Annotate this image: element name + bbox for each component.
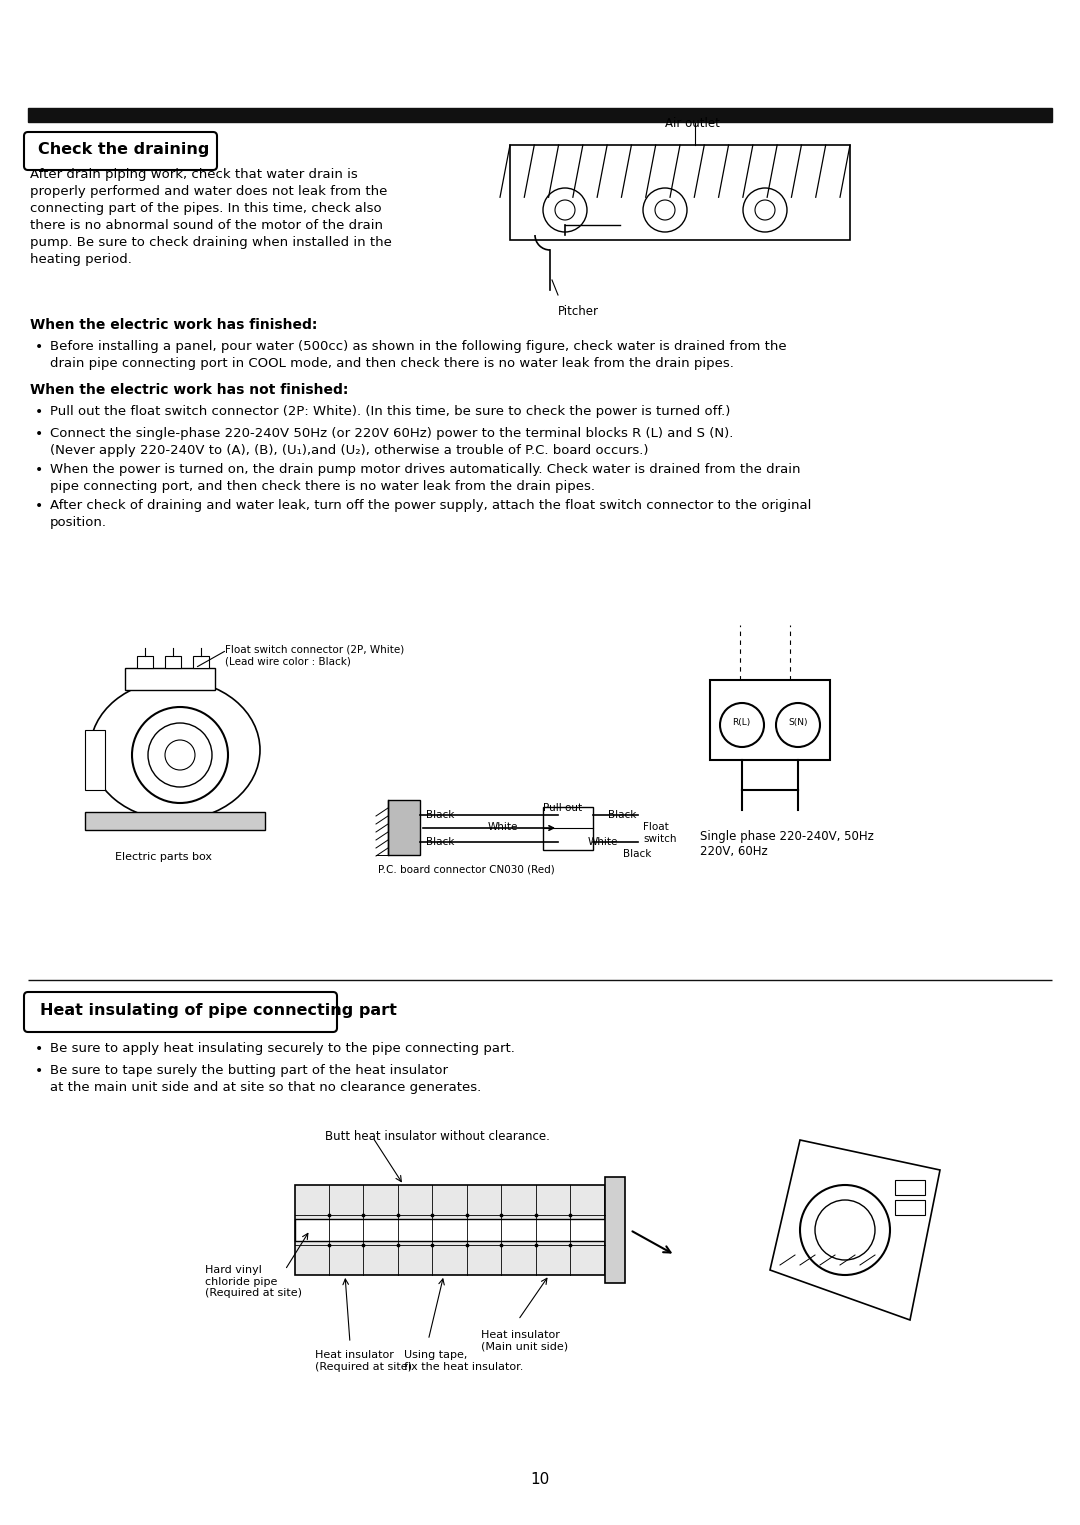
Text: •: • bbox=[35, 1064, 43, 1078]
Text: Pitcher: Pitcher bbox=[558, 305, 599, 319]
Text: •: • bbox=[35, 340, 43, 354]
Text: there is no abnormal sound of the motor of the drain: there is no abnormal sound of the motor … bbox=[30, 220, 383, 232]
Bar bbox=[193, 656, 210, 668]
Text: Check the draining: Check the draining bbox=[38, 142, 210, 157]
Bar bbox=[125, 668, 215, 689]
Text: White: White bbox=[588, 837, 619, 846]
Text: Pull out the float switch connector (2P: White). (In this time, be sure to check: Pull out the float switch connector (2P:… bbox=[50, 406, 730, 418]
Text: Electric parts box: Electric parts box bbox=[114, 852, 212, 862]
Text: R(L): R(L) bbox=[732, 717, 751, 726]
Text: Air outlet: Air outlet bbox=[665, 117, 720, 130]
Text: Be sure to apply heat insulating securely to the pipe connecting part.: Be sure to apply heat insulating securel… bbox=[50, 1042, 515, 1055]
Text: Float
switch: Float switch bbox=[643, 822, 676, 843]
Text: heating period.: heating period. bbox=[30, 253, 132, 265]
Bar bbox=[605, 1177, 625, 1283]
Bar bbox=[295, 1185, 605, 1275]
Bar bbox=[295, 1218, 605, 1241]
Polygon shape bbox=[770, 1141, 940, 1321]
Text: Hard vinyl
chloride pipe
(Required at site): Hard vinyl chloride pipe (Required at si… bbox=[205, 1266, 302, 1298]
Text: Butt heat insulator without clearance.: Butt heat insulator without clearance. bbox=[325, 1130, 550, 1144]
FancyBboxPatch shape bbox=[24, 991, 337, 1032]
Text: connecting part of the pipes. In this time, check also: connecting part of the pipes. In this ti… bbox=[30, 201, 381, 215]
Text: Heat insulating of pipe connecting part: Heat insulating of pipe connecting part bbox=[40, 1003, 396, 1019]
Bar bbox=[510, 145, 850, 239]
Text: Pull out: Pull out bbox=[543, 804, 582, 813]
Bar bbox=[388, 801, 420, 856]
Bar bbox=[28, 108, 1052, 122]
Bar bbox=[710, 680, 831, 759]
Text: When the power is turned on, the drain pump motor drives automatically. Check wa: When the power is turned on, the drain p… bbox=[50, 464, 800, 476]
Text: Before installing a panel, pour water (500cc) as shown in the following figure, : Before installing a panel, pour water (5… bbox=[50, 340, 786, 352]
Text: •: • bbox=[35, 1042, 43, 1055]
Text: Black: Black bbox=[608, 810, 636, 820]
Bar bbox=[165, 656, 181, 668]
Text: Be sure to tape surely the butting part of the heat insulator: Be sure to tape surely the butting part … bbox=[50, 1064, 448, 1077]
Text: P.C. board connector CN030 (Red): P.C. board connector CN030 (Red) bbox=[378, 865, 555, 875]
Text: position.: position. bbox=[50, 515, 107, 529]
Bar bbox=[543, 807, 593, 849]
Text: After drain piping work, check that water drain is: After drain piping work, check that wate… bbox=[30, 168, 357, 181]
Text: Float switch connector (2P, White)
(Lead wire color : Black): Float switch connector (2P, White) (Lead… bbox=[225, 645, 404, 666]
Text: •: • bbox=[35, 427, 43, 441]
Text: Black: Black bbox=[426, 810, 455, 820]
Text: •: • bbox=[35, 464, 43, 477]
Bar bbox=[895, 1200, 924, 1215]
Text: •: • bbox=[35, 406, 43, 419]
Text: When the electric work has finished:: When the electric work has finished: bbox=[30, 319, 318, 332]
Text: White: White bbox=[488, 822, 518, 833]
Text: Heat insulator
(Main unit side): Heat insulator (Main unit side) bbox=[481, 1330, 568, 1351]
Text: properly performed and water does not leak from the: properly performed and water does not le… bbox=[30, 185, 388, 198]
Text: pipe connecting port, and then check there is no water leak from the drain pipes: pipe connecting port, and then check the… bbox=[50, 480, 595, 493]
Text: pump. Be sure to check draining when installed in the: pump. Be sure to check draining when ins… bbox=[30, 236, 392, 249]
Bar bbox=[85, 730, 105, 790]
Text: at the main unit side and at site so that no clearance generates.: at the main unit side and at site so tha… bbox=[50, 1081, 482, 1093]
Text: Heat insulator
(Required at site): Heat insulator (Required at site) bbox=[315, 1350, 411, 1371]
Text: Black: Black bbox=[623, 849, 651, 859]
Text: Using tape,
fix the heat insulator.: Using tape, fix the heat insulator. bbox=[404, 1350, 523, 1371]
Text: When the electric work has not finished:: When the electric work has not finished: bbox=[30, 383, 349, 396]
Text: (Never apply 220-240V to (A), (B), (U₁),and (U₂), otherwise a trouble of P.C. bo: (Never apply 220-240V to (A), (B), (U₁),… bbox=[50, 444, 648, 458]
Text: Single phase 220-240V, 50Hz
220V, 60Hz: Single phase 220-240V, 50Hz 220V, 60Hz bbox=[700, 830, 874, 859]
Bar bbox=[895, 1180, 924, 1196]
Text: 10: 10 bbox=[530, 1472, 550, 1487]
Text: drain pipe connecting port in COOL mode, and then check there is no water leak f: drain pipe connecting port in COOL mode,… bbox=[50, 357, 734, 371]
Text: Black: Black bbox=[426, 837, 455, 846]
Ellipse shape bbox=[90, 680, 260, 820]
Bar bbox=[85, 811, 265, 830]
Text: Connect the single-phase 220-240V 50Hz (or 220V 60Hz) power to the terminal bloc: Connect the single-phase 220-240V 50Hz (… bbox=[50, 427, 733, 441]
FancyBboxPatch shape bbox=[24, 133, 217, 169]
Text: •: • bbox=[35, 499, 43, 512]
Bar bbox=[137, 656, 153, 668]
Text: S(N): S(N) bbox=[788, 717, 808, 726]
Text: After check of draining and water leak, turn off the power supply, attach the fl: After check of draining and water leak, … bbox=[50, 499, 811, 512]
